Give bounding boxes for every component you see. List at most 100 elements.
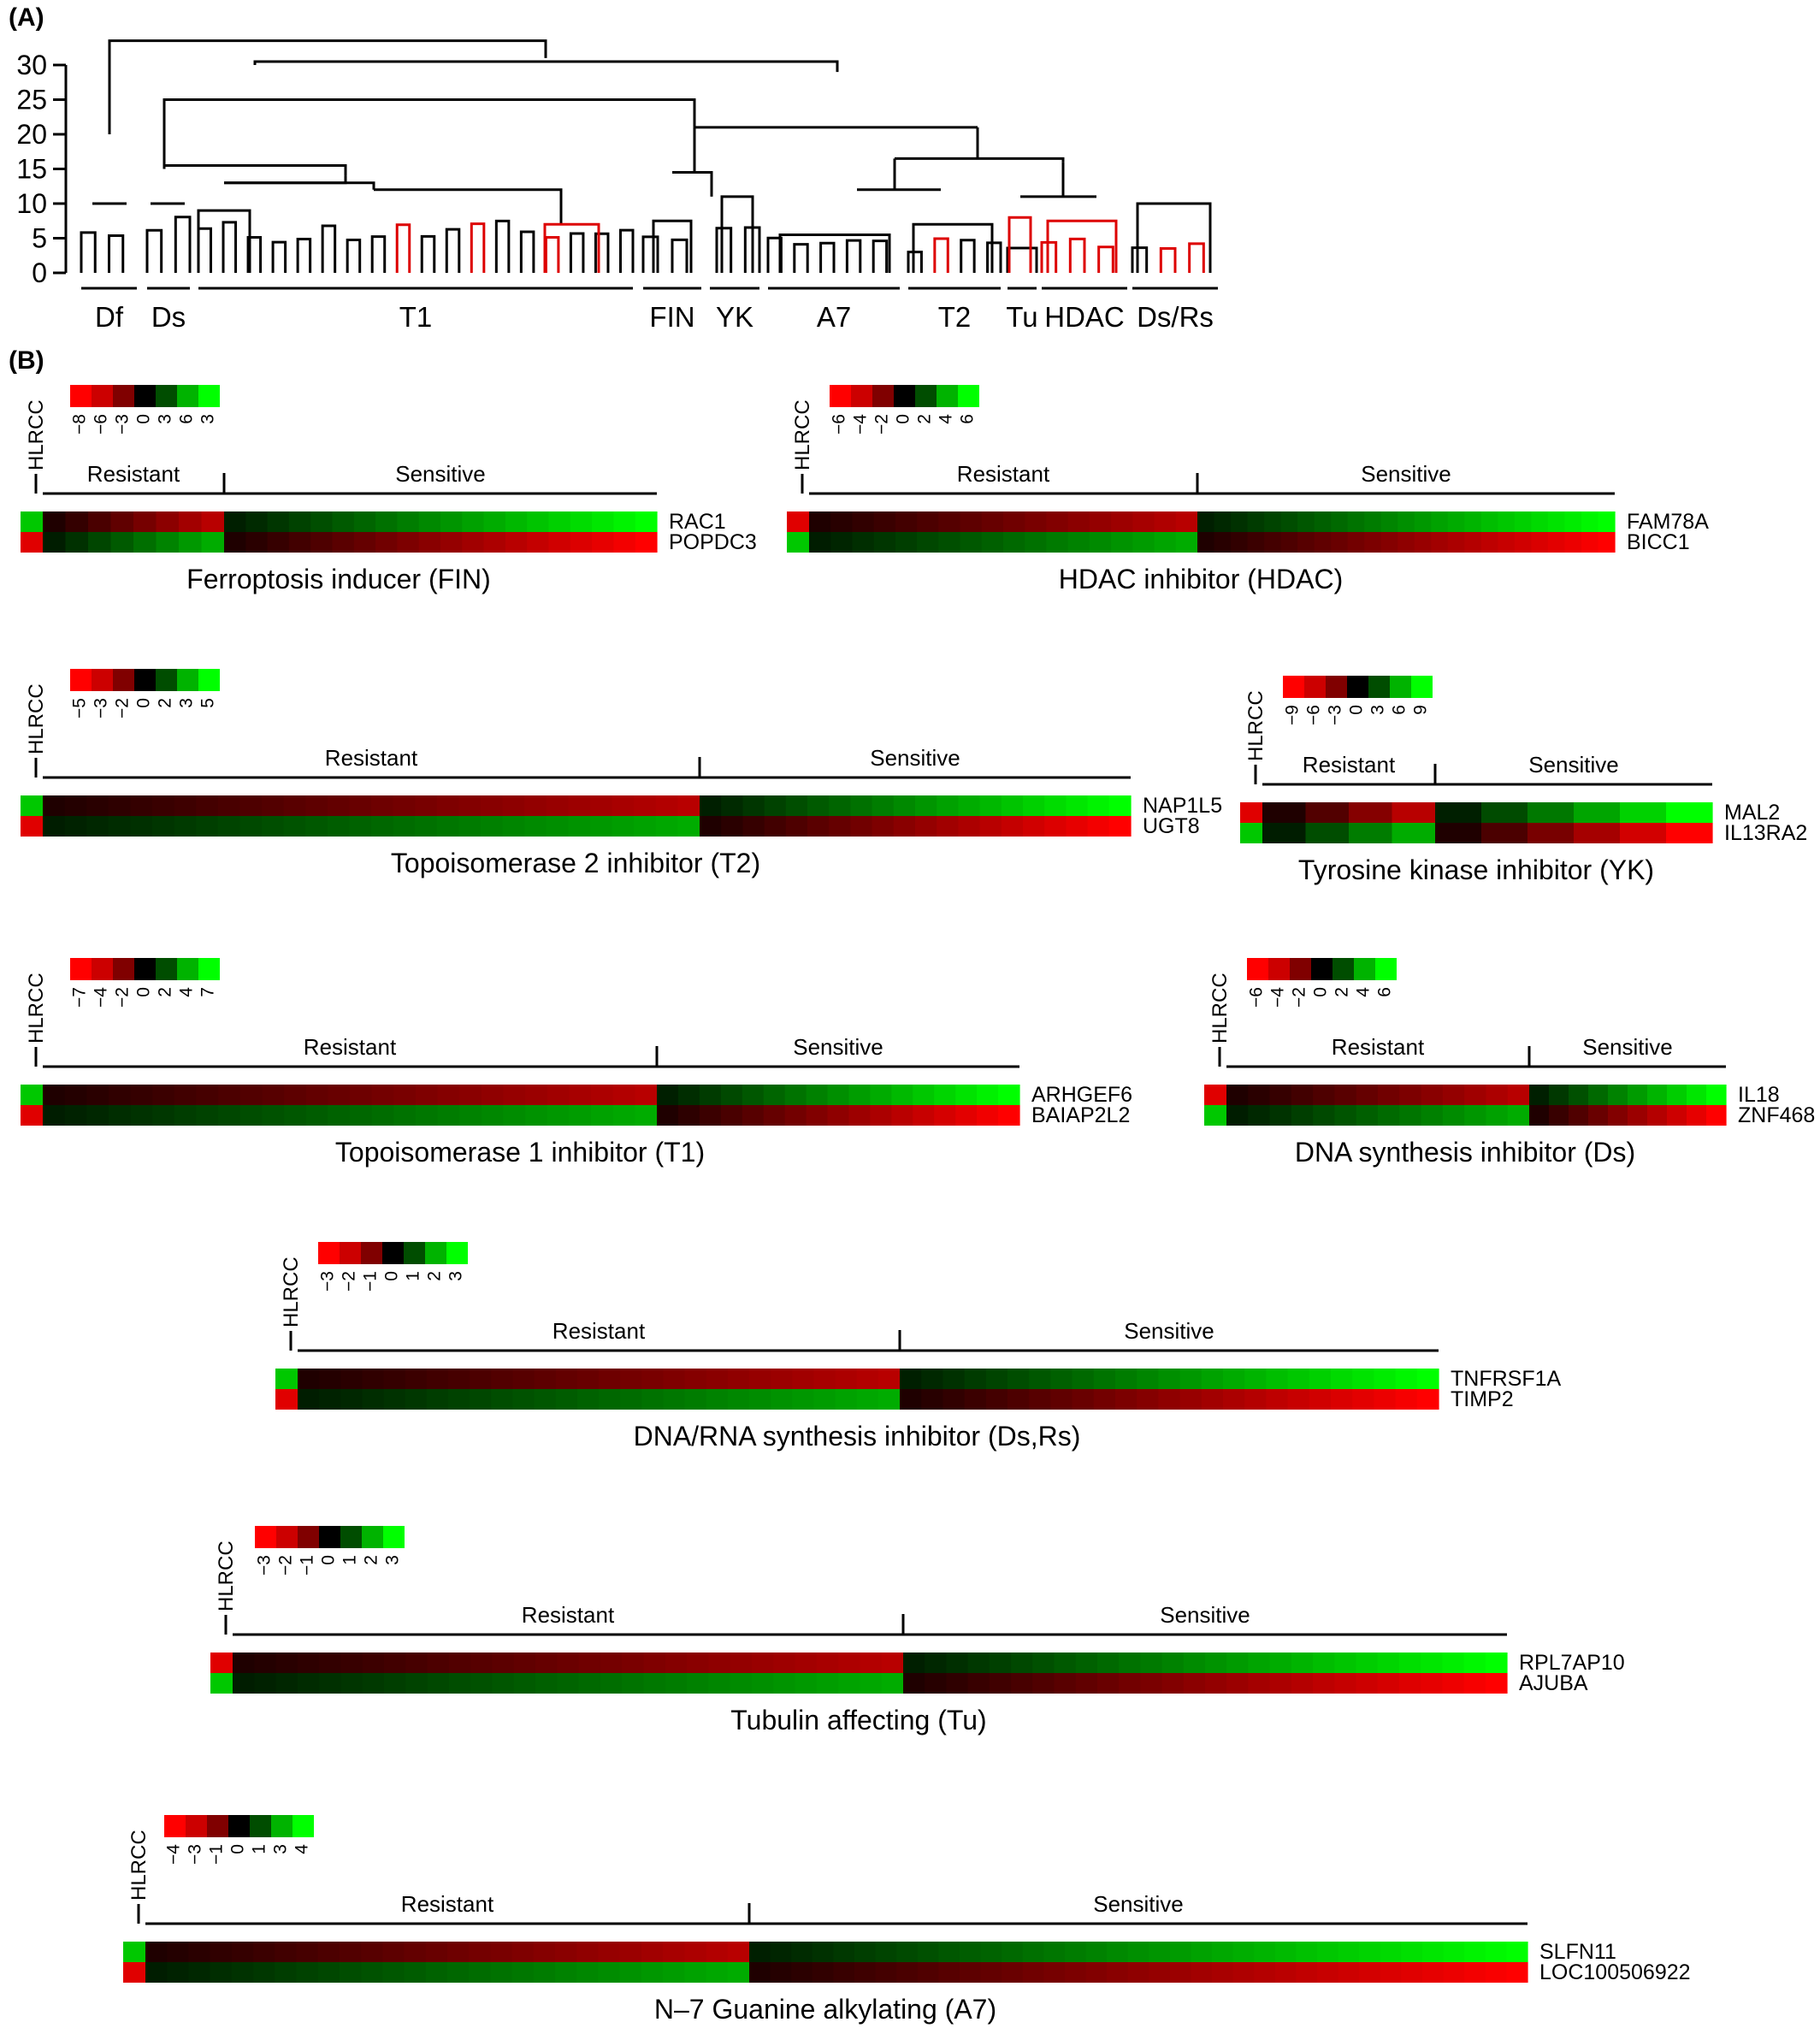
heatmap-cell bbox=[612, 1105, 635, 1126]
heatmap-cell bbox=[436, 816, 459, 837]
heatmap-cell bbox=[749, 1942, 771, 1962]
heatmap-cell bbox=[201, 532, 225, 553]
heatmap-cell bbox=[1498, 532, 1516, 553]
heatmap-cell bbox=[938, 1962, 960, 1983]
heatmap-cell bbox=[1514, 532, 1532, 553]
legend-tick-label: 3 bbox=[446, 1271, 466, 1281]
heatmap-cell bbox=[86, 816, 109, 837]
heatmap-cell bbox=[1201, 1369, 1224, 1389]
heatmap-cell bbox=[201, 511, 225, 532]
heatmap-cell bbox=[1023, 816, 1045, 837]
heatmap-cell bbox=[895, 532, 918, 553]
hlrcc-label: HLRCC bbox=[1244, 690, 1268, 761]
dendrogram-branch bbox=[174, 216, 192, 273]
heatmap-block: −3 −2 −1 0 1 2 3 HLRCC Resistant Sensitive RPL7AP1… bbox=[210, 1526, 1625, 1735]
heatmap-cell bbox=[1067, 532, 1090, 553]
heatmap-cell bbox=[382, 1942, 405, 1962]
heatmap-block: −3 −2 −1 0 1 2 3 HLRCC Resistant Sensitive TNFRSF1… bbox=[275, 1242, 1562, 1452]
heatmap-cell bbox=[524, 816, 547, 837]
heatmap-cell bbox=[459, 1105, 482, 1126]
heatmap-cell bbox=[283, 795, 306, 816]
legend-tick-label: −3 bbox=[1326, 705, 1345, 725]
heatmap-cell bbox=[296, 1942, 319, 1962]
heatmap-cell bbox=[1287, 1389, 1310, 1410]
heatmap-cell bbox=[917, 1962, 939, 1983]
legend-tick-label: 6 bbox=[1375, 987, 1395, 997]
heatmap-cell bbox=[437, 1105, 460, 1126]
gene-label: POPDC3 bbox=[669, 530, 757, 554]
heatmap-cell bbox=[362, 1389, 385, 1410]
heatmap-cell bbox=[684, 1962, 707, 1983]
legend-tick-label: −2 bbox=[872, 414, 892, 435]
heatmap-cell bbox=[437, 1085, 460, 1105]
heatmap-cell bbox=[64, 1105, 87, 1126]
heatmap-cell bbox=[1008, 1369, 1030, 1389]
heatmap-cell bbox=[1154, 532, 1177, 553]
heatmap-cell bbox=[327, 816, 350, 837]
legend-swatch bbox=[958, 385, 979, 407]
legend-tick-label: 3 bbox=[177, 698, 197, 708]
heatmap-cell bbox=[353, 532, 376, 553]
sensitive-label: Sensitive bbox=[1160, 1602, 1250, 1628]
dendrogram-branch bbox=[1097, 245, 1114, 273]
heatmap-cell bbox=[1305, 823, 1350, 843]
heatmap-cell bbox=[981, 532, 1004, 553]
heatmap-cell bbox=[592, 532, 614, 553]
dendrogram-branch bbox=[912, 222, 994, 273]
heatmap-cell bbox=[1002, 1942, 1024, 1962]
heatmap-cell bbox=[1447, 511, 1465, 532]
heatmap-cell bbox=[1574, 802, 1621, 823]
heatmap-cell bbox=[1297, 532, 1315, 553]
heatmap-cell bbox=[1356, 1673, 1379, 1694]
heatmap-cell bbox=[870, 1105, 892, 1126]
heatmap-block: −4 −3 −1 0 1 3 4 HLRCC Resistant Sensitive SLFN11L… bbox=[123, 1815, 1691, 2025]
heatmap-cell bbox=[305, 816, 328, 837]
gene-label: BICC1 bbox=[1627, 530, 1690, 554]
heatmap-cell bbox=[599, 1369, 621, 1389]
heatmap-cell bbox=[1254, 1942, 1276, 1962]
heatmap-cell bbox=[393, 816, 416, 837]
heatmap-cell bbox=[1528, 823, 1575, 843]
heatmap-cell bbox=[491, 1369, 514, 1389]
legend-tick-label: 2 bbox=[156, 987, 175, 997]
heatmap-cell bbox=[830, 532, 854, 553]
legend-swatch bbox=[134, 385, 156, 407]
heatmap-cell bbox=[878, 1389, 901, 1410]
legend-swatch bbox=[177, 669, 198, 691]
heatmap-cell bbox=[332, 532, 355, 553]
heatmap-cell bbox=[663, 1389, 686, 1410]
heatmap-cell bbox=[328, 1085, 351, 1105]
heatmap-cell bbox=[319, 1653, 342, 1673]
heatmap-cell bbox=[1416, 1389, 1439, 1410]
heatmap-cell bbox=[1291, 1105, 1314, 1126]
legend-swatch bbox=[228, 1815, 250, 1837]
heatmap-cell bbox=[1608, 1085, 1628, 1105]
resistant-label: Resistant bbox=[1332, 1034, 1425, 1060]
heatmap-cell bbox=[720, 1085, 743, 1105]
heatmap-cell bbox=[903, 1673, 925, 1694]
heatmap-cell bbox=[546, 816, 569, 837]
heatmap-cell bbox=[1313, 1105, 1336, 1126]
heatmap-cell bbox=[305, 1085, 328, 1105]
heatmap-cell bbox=[622, 1653, 645, 1673]
heatmap-cell bbox=[1244, 1369, 1267, 1389]
heatmap-cell bbox=[870, 1085, 892, 1105]
heatmap-cell bbox=[1096, 1653, 1120, 1673]
heatmap-cell bbox=[1022, 1962, 1044, 1983]
heatmap-cell bbox=[1463, 1653, 1486, 1673]
heatmap-cell bbox=[371, 1105, 394, 1126]
legend-swatch bbox=[92, 385, 113, 407]
heatmap-cell bbox=[848, 1105, 872, 1126]
heatmap-cell bbox=[917, 532, 939, 553]
hlrcc-label: HLRCC bbox=[25, 399, 48, 470]
dendrogram-branch bbox=[845, 239, 862, 273]
heatmap-cell bbox=[1212, 1962, 1234, 1983]
heatmap-cell bbox=[1291, 1085, 1314, 1105]
heatmap-title: Ferroptosis inducer (FIN) bbox=[186, 564, 491, 594]
legend-swatch bbox=[1247, 958, 1268, 980]
heatmap-cell bbox=[1161, 1653, 1185, 1673]
heatmap-cell bbox=[233, 1673, 255, 1694]
heatmap-cell bbox=[224, 532, 246, 553]
legend-tick-label: −8 bbox=[70, 414, 90, 435]
heatmap-cell bbox=[838, 1653, 861, 1673]
